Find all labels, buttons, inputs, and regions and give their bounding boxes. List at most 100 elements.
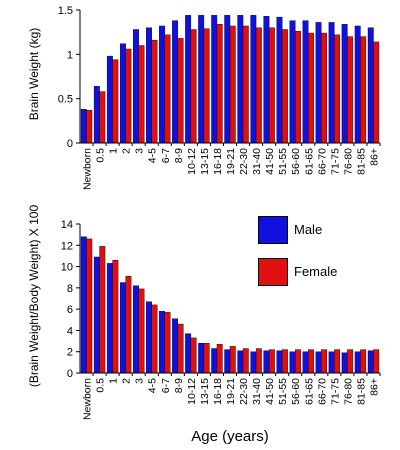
top-bar-male (80, 109, 87, 144)
top-bar-male (198, 15, 205, 144)
bottom-bar-female (151, 304, 158, 374)
bottom-y-tick-label: 8 (67, 283, 73, 295)
bottom-x-tick-label: 10-12 (186, 378, 198, 405)
bottom-bar-male (80, 236, 87, 374)
top-bar-male (146, 27, 152, 144)
top-bar-female (125, 48, 132, 144)
top-x-tick-label: 13-15 (199, 148, 211, 175)
top-bar-female (334, 34, 341, 144)
top-y-tick-label: 0 (67, 138, 73, 150)
top-bar-female (242, 25, 249, 144)
top-y-tick-label: 1 (67, 49, 73, 61)
top-bar-male (133, 29, 139, 144)
bottom-x-tick-label: 6-7 (160, 378, 172, 393)
top-bar-female (347, 36, 354, 144)
top-x-tick-label: 22-30 (238, 148, 250, 175)
bottom-bar-male (211, 348, 218, 374)
top-bar-male (263, 16, 270, 144)
bottom-y-tick-label: 10 (61, 262, 73, 274)
bottom-bar-female (190, 337, 197, 374)
top-x-tick-label: 1 (108, 148, 120, 154)
top-x-tick-label: 51-55 (277, 148, 289, 175)
bottom-bar-female (347, 349, 354, 374)
bottom-y-tick-label: 6 (67, 304, 73, 316)
bottom-bar-male (250, 351, 257, 374)
bottom-x-tick-label: 0.5 (95, 378, 107, 393)
bottom-x-tick-label: 56-60 (290, 378, 302, 405)
bottom-x-tick-label: 41-50 (264, 378, 276, 405)
top-x-tick-label: 71-75 (329, 148, 341, 175)
bottom-x-tick-label: 4-5 (147, 378, 159, 393)
top-bar-female (321, 32, 327, 144)
bottom-bar-female (125, 275, 132, 374)
bottom-y-tick-label: 14 (61, 219, 73, 231)
top-bar-male (172, 20, 179, 144)
top-bar-male (289, 20, 296, 144)
bottom-x-tick-label: 71-75 (329, 378, 341, 405)
top-bar-male (224, 15, 231, 144)
bottom-bar-male (354, 351, 361, 374)
bottom-bar-male (302, 351, 309, 374)
top-bar-female (112, 59, 119, 144)
bottom-bar-female (164, 312, 171, 374)
bottom-x-tick-label: 61-65 (303, 378, 315, 405)
bottom-x-tick-label: 76-80 (342, 378, 354, 405)
top-bar-male (302, 20, 309, 144)
bottom-bar-male (159, 311, 165, 374)
bottom-bar-male (146, 301, 152, 374)
bottom-bar-male (315, 351, 322, 374)
bottom-x-tick-label: 2 (121, 378, 133, 384)
bottom-bar-female (242, 348, 249, 374)
bottom-bar-male (133, 285, 139, 374)
top-chart-ylabel: Brain Weight (kg) (27, 27, 41, 121)
bottom-bar-female (295, 349, 301, 374)
bottom-bar-male (198, 343, 205, 374)
bottom-bar-male (276, 350, 283, 374)
top-bar-male (159, 25, 165, 144)
top-x-tick-label: 8-9 (173, 148, 185, 163)
bottom-bar-female (86, 238, 93, 374)
bottom-bar-female (203, 343, 210, 374)
top-x-tick-label: 66-70 (316, 148, 328, 175)
top-x-tick-label: 2 (121, 148, 133, 154)
bottom-bar-female (373, 349, 380, 374)
bottom-bar-female (177, 323, 184, 374)
bottom-bar-female (308, 349, 314, 374)
top-x-tick-label: 61-65 (303, 148, 315, 175)
bottom-bar-male (224, 349, 231, 374)
top-bar-female (295, 31, 301, 144)
bottom-y-tick-label: 4 (67, 325, 73, 337)
top-bar-female (138, 45, 145, 144)
top-bar-male (237, 15, 244, 144)
bottom-x-tick-label: 19-21 (225, 378, 237, 405)
bottom-x-tick-label: 8-9 (173, 378, 185, 393)
bottom-x-tick-label: 3 (134, 378, 146, 384)
top-bar-female (99, 91, 106, 144)
legend-label-male: Male (294, 222, 323, 237)
top-bar-male (367, 27, 374, 144)
bottom-bar-female (112, 259, 119, 374)
bottom-bar-male (106, 263, 113, 374)
top-bar-male (354, 25, 361, 144)
top-bar-female (229, 25, 236, 144)
top-bar-male (315, 22, 322, 144)
top-bar-male (106, 55, 113, 144)
top-x-tick-label: 41-50 (264, 148, 276, 175)
bottom-x-tick-label: 86+ (368, 378, 380, 396)
bottom-bar-male (93, 256, 100, 374)
top-x-tick-label: 31-40 (251, 148, 263, 175)
bottom-y-tick-label: 0 (67, 368, 73, 380)
top-y-tick-label: 1.5 (58, 5, 73, 17)
bottom-bar-female (216, 344, 223, 374)
legend-label-female: Female (294, 264, 338, 279)
top-x-tick-label: 16-18 (212, 148, 224, 175)
bottom-bar-female (281, 349, 288, 374)
legend-item-female: Female (258, 258, 388, 288)
top-x-tick-label: 19-21 (225, 148, 237, 175)
top-bar-female (308, 32, 314, 144)
bottom-bar-female (255, 348, 262, 374)
bottom-x-tick-label: Newborn (82, 378, 94, 420)
bottom-x-tick-label: 1 (108, 378, 120, 384)
top-bar-female (190, 29, 197, 144)
